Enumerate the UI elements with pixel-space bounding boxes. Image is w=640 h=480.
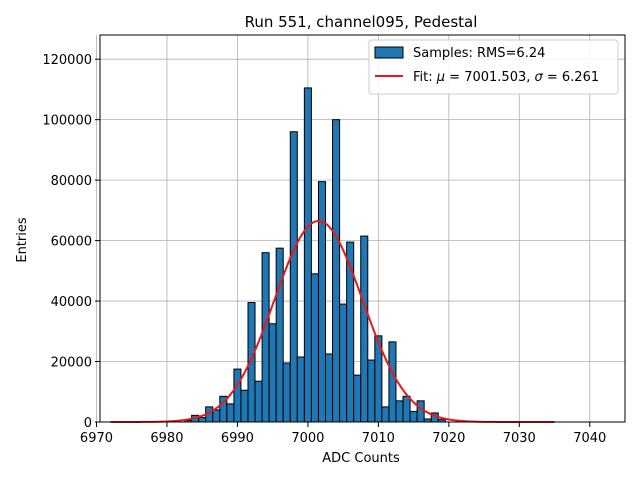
x-axis-label: ADC Counts (322, 451, 400, 466)
histogram-bar (226, 403, 235, 423)
histogram-bar (233, 368, 242, 423)
chart-title: Run 551, channel095, Pedestal (245, 13, 478, 31)
histogram-bar (353, 374, 362, 423)
histogram-bar (317, 181, 327, 423)
histogram-bar (240, 389, 249, 423)
x-tick-label: 7030 (503, 431, 536, 446)
histogram-bar (402, 395, 411, 423)
histogram-bar (289, 131, 298, 423)
y-tick-label: 40000 (51, 295, 92, 310)
histogram-bar (325, 353, 334, 423)
legend-fit-prefix: Fit: (413, 70, 437, 85)
x-tick-label: 6990 (221, 431, 254, 446)
histogram-bar (339, 303, 348, 423)
histogram-bar (254, 380, 263, 423)
x-tick-label: 6980 (150, 431, 183, 446)
plot-frame (99, 34, 626, 423)
histogram-bar (367, 359, 376, 423)
y-axis-label: Entries (15, 217, 30, 263)
x-tick-label: 7010 (362, 431, 395, 446)
y-tick-label: 20000 (51, 356, 92, 371)
histogram-bar (275, 247, 284, 423)
histogram-bar (212, 409, 221, 423)
x-tick-label: 7020 (432, 431, 465, 446)
histogram-bar (381, 406, 390, 423)
histogram-bar (395, 400, 404, 423)
y-tick-label: 100000 (42, 114, 92, 129)
histogram-bar (360, 235, 369, 423)
y-tick-label: 80000 (51, 174, 92, 189)
histogram-bar (416, 400, 425, 423)
histogram-bar (388, 341, 397, 423)
histogram-bar (261, 252, 270, 423)
legend-box (368, 39, 619, 95)
histogram-bar (296, 356, 305, 423)
x-tick-label: 7000 (291, 431, 324, 446)
histogram-bar (198, 416, 207, 423)
legend-fit-mu-symbol: μ (436, 70, 445, 85)
histogram-bar (282, 362, 291, 423)
histogram-bar (409, 410, 418, 423)
legend-samples-label: Samples: RMS=6.24 (413, 46, 545, 61)
axis-ticks: 6970 6980 6990 7000 7010 7020 7030 7040 0 20000 40… (42, 53, 606, 446)
histogram-bar (332, 119, 341, 423)
y-tick-label: 0 (84, 416, 92, 431)
legend-fit-sigma-symbol: σ (535, 70, 544, 85)
x-tick-label: 6970 (80, 431, 113, 446)
histogram-bar (310, 273, 319, 423)
legend-fit-sigma-text: = 6.261 (543, 70, 599, 85)
x-tick-label: 7040 (573, 431, 606, 446)
histogram-bar (268, 323, 277, 423)
legend-fit-mu-text: = 7001.503, (445, 70, 534, 85)
y-tick-label: 60000 (51, 235, 92, 250)
legend-samples-swatch (374, 46, 404, 59)
legend-fit-label: Fit: μ = 7001.503, σ = 6.261 (413, 70, 599, 85)
histogram-bar (303, 87, 312, 423)
grid-layer (96, 35, 625, 423)
y-tick-label: 120000 (42, 53, 92, 68)
histogram-bars (184, 87, 446, 423)
legend: Samples: RMS=6.24 Fit: μ = 7001.503, σ =… (368, 39, 619, 95)
